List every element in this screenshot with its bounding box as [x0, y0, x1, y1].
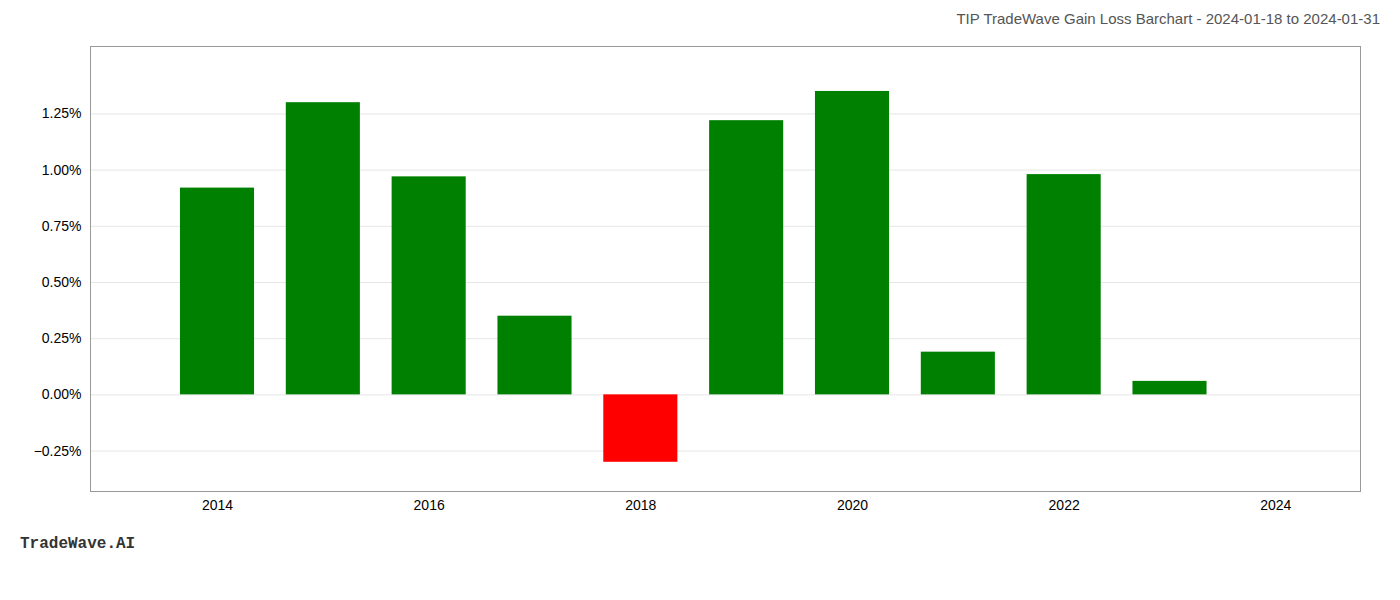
svg-text:2022: 2022 — [1049, 497, 1080, 513]
svg-text:2024: 2024 — [1260, 497, 1291, 513]
svg-text:1.25%: 1.25% — [42, 105, 82, 121]
svg-text:2014: 2014 — [202, 497, 233, 513]
svg-text:0.25%: 0.25% — [42, 330, 82, 346]
svg-text:2016: 2016 — [414, 497, 445, 513]
html-text:TIP TradeWave Gain Loss Barcha: TIP TradeWave Gain Loss Barchart - 2024-… — [956, 10, 1380, 27]
svg-text:0.50%: 0.50% — [42, 274, 82, 290]
html-text:TradeWave.AI: TradeWave.AI — [20, 535, 136, 553]
svg-text:0.75%: 0.75% — [42, 218, 82, 234]
svg-text:1.00%: 1.00% — [42, 162, 82, 178]
svg-text:0.00%: 0.00% — [42, 386, 82, 402]
svg-text:−0.25%: −0.25% — [34, 443, 82, 459]
svg-text:2018: 2018 — [625, 497, 656, 513]
svg-text:2020: 2020 — [837, 497, 868, 513]
